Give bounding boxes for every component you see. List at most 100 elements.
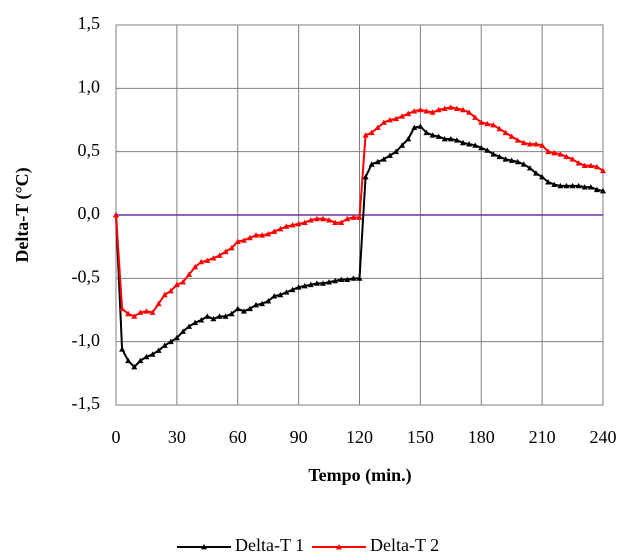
data-point — [222, 313, 229, 319]
data-point — [441, 105, 448, 111]
data-point — [472, 142, 479, 148]
data-point — [289, 222, 296, 228]
y-tick-label: 1,5 — [78, 13, 101, 33]
data-point — [441, 136, 448, 142]
data-point — [362, 132, 369, 138]
legend-label: Delta-T 2 — [370, 535, 439, 555]
data-point — [484, 120, 491, 127]
data-point — [593, 186, 600, 193]
data-point — [240, 237, 247, 243]
x-tick-label: 90 — [290, 427, 308, 447]
y-tick-label: 0,0 — [78, 203, 101, 223]
data-point — [259, 232, 266, 238]
data-point — [496, 153, 503, 160]
data-point — [259, 300, 266, 307]
y-tick-label: -0,5 — [72, 266, 101, 286]
data-point — [332, 277, 339, 284]
data-point — [313, 215, 320, 222]
data-point — [119, 346, 126, 352]
y-axis-label: Delta-T (°C) — [12, 167, 33, 262]
data-point — [502, 129, 509, 136]
data-point — [478, 119, 485, 125]
data-point — [210, 315, 217, 322]
data-point — [520, 139, 527, 146]
data-point — [143, 353, 150, 360]
data-point — [374, 124, 381, 130]
data-point — [569, 182, 576, 189]
data-point — [222, 248, 229, 255]
x-tick-label: 150 — [407, 427, 434, 447]
data-point — [466, 109, 473, 115]
data-point — [356, 214, 363, 220]
data-point — [423, 108, 430, 114]
data-point — [368, 129, 375, 136]
x-tick-label: 210 — [529, 427, 556, 447]
data-point — [587, 184, 594, 190]
data-point — [350, 214, 357, 220]
data-point — [453, 105, 460, 111]
data-point — [265, 298, 272, 304]
data-point — [399, 113, 406, 119]
legend-marker — [336, 544, 342, 550]
data-point — [575, 160, 582, 166]
y-tick-label: -1,0 — [72, 330, 101, 350]
data-point — [186, 271, 193, 277]
y-tick-label: -1,5 — [72, 393, 101, 413]
data-point — [192, 263, 199, 270]
data-point — [600, 167, 606, 174]
data-point — [459, 106, 466, 113]
data-point — [405, 136, 412, 142]
data-point — [575, 182, 582, 189]
data-point — [277, 225, 284, 232]
data-point — [466, 141, 473, 147]
data-point — [271, 228, 278, 234]
data-point — [216, 252, 223, 258]
data-point — [368, 161, 375, 167]
data-point — [326, 217, 333, 223]
data-point — [289, 286, 296, 293]
data-point — [429, 132, 436, 138]
data-point — [326, 279, 333, 285]
legend-label: Delta-T 1 — [235, 535, 304, 555]
data-point — [240, 308, 247, 314]
data-point — [581, 184, 588, 190]
data-point — [319, 280, 326, 286]
y-tick-label: 0,5 — [78, 140, 101, 160]
data-point — [533, 170, 540, 176]
data-point — [179, 328, 186, 334]
data-point — [198, 317, 205, 323]
data-point — [204, 257, 211, 263]
data-point — [356, 275, 363, 281]
data-point — [496, 125, 503, 132]
data-point — [161, 291, 168, 298]
data-point — [295, 220, 302, 227]
legend-marker — [201, 544, 207, 550]
data-point — [472, 114, 479, 120]
x-tick-label: 30 — [168, 427, 186, 447]
data-point — [380, 156, 387, 162]
data-point — [405, 110, 412, 117]
data-point — [429, 109, 436, 115]
data-point — [167, 338, 174, 345]
data-point — [125, 310, 132, 317]
data-point — [246, 305, 253, 312]
y-tick-label: 1,0 — [78, 76, 101, 96]
data-point — [307, 281, 314, 288]
data-point — [374, 158, 381, 165]
data-point — [386, 152, 393, 158]
data-point — [563, 182, 570, 189]
data-point — [587, 162, 594, 168]
data-point — [137, 309, 144, 315]
data-point — [283, 289, 290, 295]
data-point — [295, 284, 302, 290]
data-point — [551, 181, 558, 187]
data-point — [301, 282, 308, 289]
data-point — [520, 161, 527, 167]
data-point — [380, 119, 387, 125]
data-point — [600, 187, 606, 194]
data-point — [563, 153, 570, 160]
data-point — [192, 319, 199, 326]
x-tick-label: 180 — [468, 427, 495, 447]
data-point — [569, 156, 576, 162]
data-point — [253, 232, 260, 238]
